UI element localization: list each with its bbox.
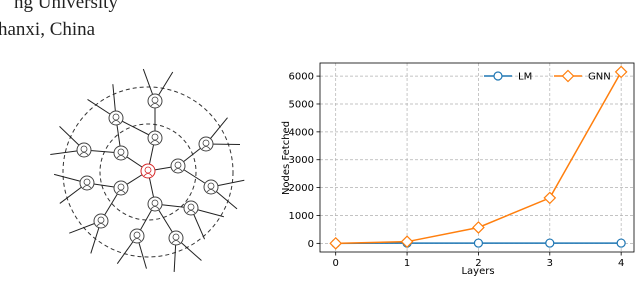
- node-icon: [144, 166, 152, 174]
- node-icon: [173, 168, 183, 172]
- hop-ring: [62, 86, 234, 258]
- node: [147, 130, 163, 146]
- node: [147, 93, 163, 109]
- y-tick-label: 1000: [289, 211, 314, 222]
- node-icon: [83, 178, 91, 186]
- node: [168, 230, 184, 246]
- node-icon: [201, 146, 211, 150]
- node: [140, 163, 156, 179]
- y-tick-label: 2000: [289, 183, 314, 194]
- node-icon: [186, 210, 196, 214]
- y-axis-label: Nodes Fetched: [281, 121, 292, 195]
- graph-diagram: [50, 68, 245, 272]
- data-point: [329, 237, 343, 250]
- y-tick-label: 5000: [289, 99, 314, 110]
- legend-marker: [561, 69, 575, 83]
- node-icon: [116, 190, 126, 194]
- hop-ring: [99, 123, 197, 221]
- node: [147, 196, 163, 212]
- x-tick-label: 4: [618, 258, 624, 269]
- node: [129, 228, 145, 244]
- y-tick-label: 0: [308, 239, 314, 250]
- data-point: [473, 238, 484, 248]
- node-icon: [172, 233, 180, 241]
- node-icon: [151, 199, 159, 207]
- node: [113, 145, 129, 161]
- legend-label: LM: [518, 72, 532, 83]
- node-icon: [133, 231, 141, 239]
- node: [183, 200, 199, 216]
- data-point: [400, 235, 414, 249]
- node-icon: [111, 120, 121, 124]
- y-tick-label: 4000: [289, 127, 314, 138]
- node-icon: [202, 139, 210, 147]
- data-point: [614, 65, 628, 79]
- x-tick-label: 2: [475, 258, 481, 269]
- data-point: [545, 238, 555, 248]
- series-line: [335, 71, 622, 245]
- node-icon: [96, 223, 106, 227]
- node-icon: [97, 216, 105, 224]
- node-icon: [187, 203, 195, 211]
- node-icon: [206, 189, 216, 193]
- node: [113, 180, 129, 196]
- x-axis-label: Layers: [461, 266, 494, 277]
- node-icon: [151, 96, 159, 104]
- node-icon: [143, 173, 153, 177]
- node-icon: [150, 140, 160, 144]
- node-icon: [151, 133, 159, 141]
- node-icon: [117, 148, 125, 156]
- legend-marker: [493, 71, 503, 81]
- x-tick-label: 0: [333, 258, 339, 269]
- node-icon: [80, 145, 88, 153]
- node: [170, 158, 186, 174]
- node: [76, 142, 92, 158]
- node-icon: [117, 183, 125, 191]
- legend-label: GNN: [588, 72, 611, 83]
- node-icon: [132, 238, 142, 242]
- node-icon: [207, 182, 215, 190]
- node-icon: [116, 155, 126, 159]
- plot-frame: [319, 62, 635, 253]
- y-tick-label: 3000: [289, 155, 314, 166]
- data-point: [543, 191, 557, 205]
- node-icon: [171, 240, 181, 244]
- node: [108, 110, 124, 126]
- data-point: [616, 238, 626, 248]
- x-tick-label: 1: [404, 258, 410, 269]
- node-icon: [82, 185, 92, 189]
- node-icon: [150, 206, 160, 210]
- node-icon: [174, 161, 182, 169]
- y-tick-label: 6000: [289, 72, 314, 83]
- node-icon: [150, 103, 160, 107]
- node-icon: [79, 152, 89, 156]
- node: [93, 213, 109, 229]
- affiliation-line: ng University: [14, 0, 118, 13]
- x-tick-label: 3: [547, 258, 553, 269]
- node-icon: [112, 113, 120, 121]
- data-point: [472, 221, 485, 234]
- node: [198, 136, 214, 152]
- affiliation-line: hanxi, China: [0, 19, 96, 40]
- node: [203, 179, 219, 195]
- node: [79, 175, 95, 191]
